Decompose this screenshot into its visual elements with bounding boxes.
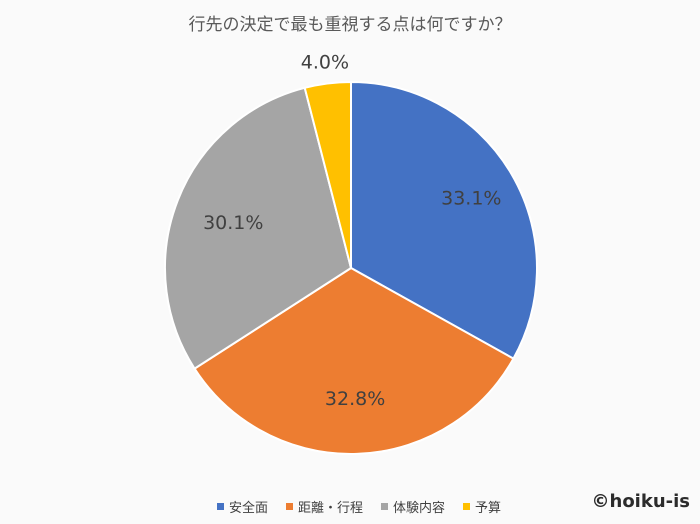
data-label-距離-行程: 32.8%: [325, 388, 385, 410]
pie-slice-安全面: [350, 80, 538, 360]
data-label-安全面: 33.1%: [441, 187, 501, 209]
pie-slice-距離-行程: [193, 266, 515, 455]
legend-swatch-安全面: [217, 503, 224, 510]
pie-slices: [164, 80, 538, 455]
legend-swatch-体験内容: [381, 503, 388, 510]
chart-title: 行先の決定で最も重視する点は何ですか？: [189, 15, 512, 35]
data-label-予算: 4.0%: [301, 51, 349, 73]
pie-slice-予算: [303, 80, 352, 269]
pie-slice-体験内容: [164, 86, 353, 371]
legend-label-体験内容: 体験内容: [393, 500, 445, 516]
data-label-体験内容: 30.1%: [203, 212, 263, 234]
legend-label-安全面: 安全面: [229, 500, 268, 516]
legend: 安全面 距離・行程 体験内容 予算: [217, 500, 501, 516]
legend-swatch-距離-行程: [286, 503, 293, 510]
legend-swatch-予算: [463, 503, 470, 510]
credit-watermark: ©hoiku-is: [591, 491, 691, 512]
legend-label-距離-行程: 距離・行程: [298, 501, 363, 516]
data-labels: 33.1% 32.8% 30.1% 4.0%: [203, 51, 501, 410]
legend-label-予算: 予算: [475, 501, 501, 516]
